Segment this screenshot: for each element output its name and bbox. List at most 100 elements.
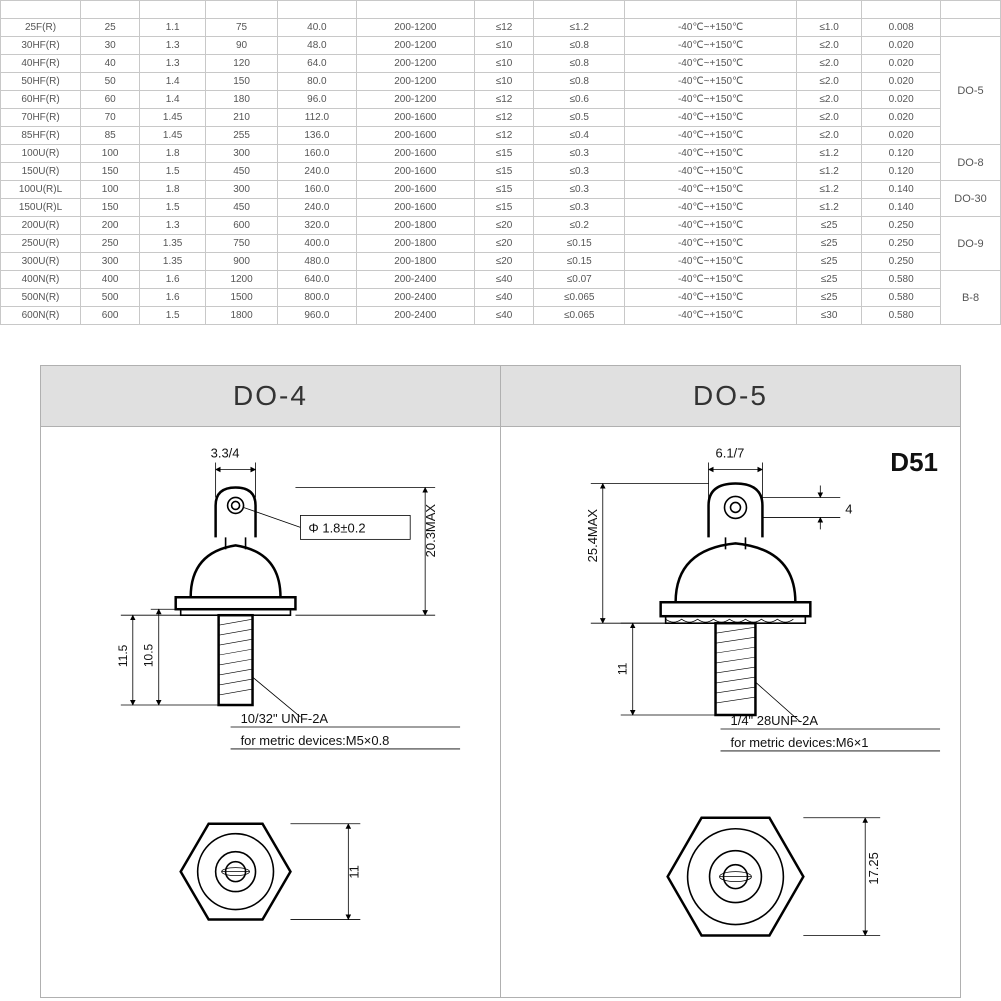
table-cell: 0.140	[862, 181, 941, 199]
table-cell: 0.020	[862, 127, 941, 145]
table-cell: 0.580	[862, 307, 941, 325]
table-cell: -40℃~+150℃	[625, 91, 796, 109]
table-cell: 112.0	[278, 109, 357, 127]
table-row: 50HF(R)501.415080.0200-1200≤10≤0.8-40℃~+…	[1, 73, 1001, 91]
table-row: 100U(R)1001.8300160.0200-1600≤15≤0.3-40℃…	[1, 145, 1001, 163]
table-cell: 300	[206, 181, 278, 199]
table-cell: -40℃~+150℃	[625, 145, 796, 163]
table-cell: 1.35	[140, 253, 206, 271]
do4-top-dim: 3.3/4	[211, 446, 240, 461]
table-cell: 450	[206, 163, 278, 181]
do5-top-dim: 6.1/7	[716, 446, 745, 461]
table-cell: 0.120	[862, 163, 941, 181]
table-row: 60HF(R)601.418096.0200-1200≤12≤0.6-40℃~+…	[1, 91, 1001, 109]
table-cell: 200-1200	[356, 55, 474, 73]
table-cell: 0.140	[862, 199, 941, 217]
table-cell: -40℃~+150℃	[625, 73, 796, 91]
table-cell: 200U(R)	[1, 217, 81, 235]
table-cell: 1200	[206, 271, 278, 289]
table-cell: 150U(R)L	[1, 199, 81, 217]
table-cell: 150	[81, 163, 140, 181]
table-cell: ≤0.3	[534, 163, 625, 181]
table-cell: ≤0.15	[534, 253, 625, 271]
table-cell: 1.8	[140, 181, 206, 199]
table-cell: 50	[81, 73, 140, 91]
table-cell: 200-1800	[356, 253, 474, 271]
table-cell: ≤2.0	[796, 127, 862, 145]
table-cell: 200-1200	[356, 37, 474, 55]
table-cell: 96.0	[278, 91, 357, 109]
table-cell: 200-2400	[356, 271, 474, 289]
do5-hole-h: 4	[845, 501, 852, 516]
do4-stud-h2: 10.5	[142, 643, 156, 667]
table-cell: ≤0.8	[534, 73, 625, 91]
table-row: 500N(R)5001.61500800.0200-2400≤40≤0.065-…	[1, 289, 1001, 307]
table-cell: 160.0	[278, 181, 357, 199]
table-cell: 25	[81, 19, 140, 37]
table-package-cell	[941, 19, 1001, 37]
table-cell: 80.0	[278, 73, 357, 91]
table-cell: ≤12	[475, 109, 534, 127]
table-cell: ≤10	[475, 37, 534, 55]
table-cell: -40℃~+150℃	[625, 127, 796, 145]
table-cell: 160.0	[278, 145, 357, 163]
table-cell: -40℃~+150℃	[625, 37, 796, 55]
table-cell: 200-1600	[356, 127, 474, 145]
table-cell: 90	[206, 37, 278, 55]
table-cell: -40℃~+150℃	[625, 19, 796, 37]
table-cell: 1.1	[140, 19, 206, 37]
table-cell: ≤1.2	[796, 145, 862, 163]
table-cell: 1.8	[140, 145, 206, 163]
table-row: 150U(R)L1501.5450240.0200-1600≤15≤0.3-40…	[1, 199, 1001, 217]
do4-height-max: 20.3MAX	[423, 504, 438, 558]
table-cell: ≤20	[475, 235, 534, 253]
do5-stud-h1: 11	[616, 662, 630, 675]
table-cell: 40	[81, 55, 140, 73]
table-cell: 1.6	[140, 289, 206, 307]
table-cell: 120	[206, 55, 278, 73]
table-cell: 200-1600	[356, 145, 474, 163]
do4-stud-h1: 11.5	[116, 644, 130, 667]
table-cell: ≤0.07	[534, 271, 625, 289]
table-cell: 960.0	[278, 307, 357, 325]
table-cell: ≤0.15	[534, 235, 625, 253]
table-cell: ≤2.0	[796, 73, 862, 91]
table-cell: ≤0.3	[534, 145, 625, 163]
table-cell: ≤15	[475, 181, 534, 199]
table-cell: 64.0	[278, 55, 357, 73]
table-cell: ≤1.0	[796, 19, 862, 37]
table-cell: 1.45	[140, 109, 206, 127]
table-cell: 1.6	[140, 271, 206, 289]
table-package-cell: B-8	[941, 271, 1001, 325]
table-cell: ≤0.6	[534, 91, 625, 109]
table-cell: 200-1200	[356, 91, 474, 109]
table-cell: 480.0	[278, 253, 357, 271]
table-cell: ≤25	[796, 217, 862, 235]
table-cell: 0.020	[862, 109, 941, 127]
table-cell: 30HF(R)	[1, 37, 81, 55]
table-cell: ≤1.2	[534, 19, 625, 37]
table-cell: 150	[81, 199, 140, 217]
table-row: 25F(R)251.17540.0200-1200≤12≤1.2-40℃~+15…	[1, 19, 1001, 37]
table-row: 30HF(R)301.39048.0200-1200≤10≤0.8-40℃~+1…	[1, 37, 1001, 55]
table-cell: 180	[206, 91, 278, 109]
table-cell: 500	[81, 289, 140, 307]
panel-do5: DO-5 D51 6.1/7	[501, 366, 960, 997]
table-cell: ≤12	[475, 127, 534, 145]
table-cell: 0.250	[862, 217, 941, 235]
table-cell: ≤40	[475, 307, 534, 325]
table-cell: ≤40	[475, 289, 534, 307]
table-row: 150U(R)1501.5450240.0200-1600≤15≤0.3-40℃…	[1, 163, 1001, 181]
table-cell: 150U(R)	[1, 163, 81, 181]
table-cell: ≤2.0	[796, 109, 862, 127]
table-cell: -40℃~+150℃	[625, 235, 796, 253]
table-cell: ≤2.0	[796, 91, 862, 109]
table-cell: ≤2.0	[796, 55, 862, 73]
table-cell: 200-1800	[356, 235, 474, 253]
table-cell: 1.4	[140, 91, 206, 109]
table-cell: 200-2400	[356, 307, 474, 325]
table-row: 400N(R)4001.61200640.0200-2400≤40≤0.07-4…	[1, 271, 1001, 289]
table-cell: -40℃~+150℃	[625, 199, 796, 217]
table-cell: 1.3	[140, 55, 206, 73]
table-cell: ≤10	[475, 73, 534, 91]
